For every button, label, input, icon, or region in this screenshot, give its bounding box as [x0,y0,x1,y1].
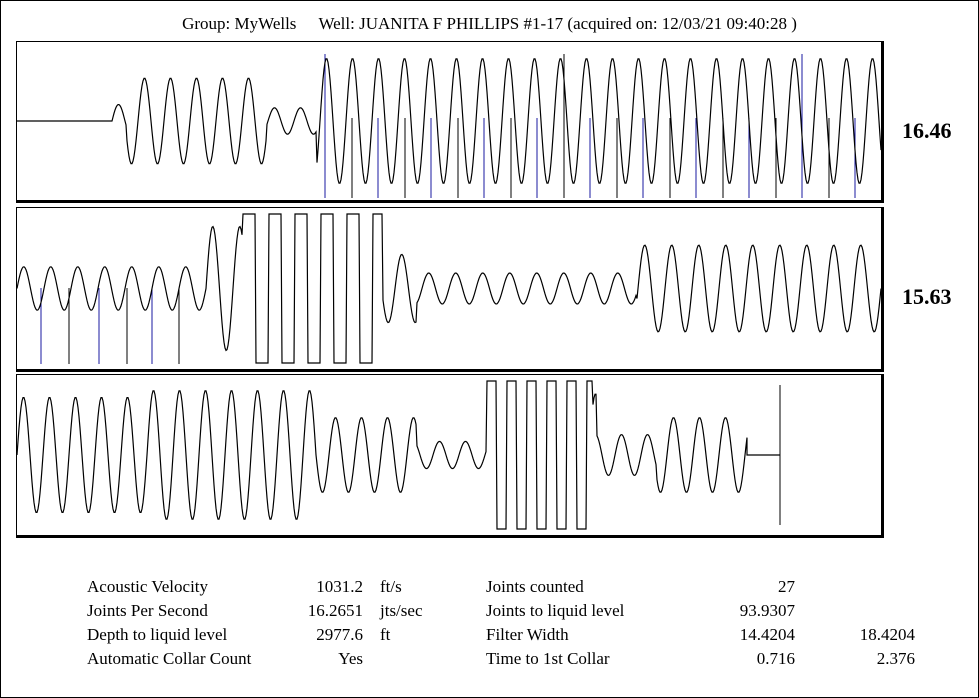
trace-plot-3 [17,380,781,530]
collar-markers-2 [40,288,180,364]
stat-unit: jts/sec [380,601,423,620]
stat-unit: ft/s [380,577,402,596]
stat-value: Yes [338,649,363,668]
trace-plot-2 [17,213,881,364]
panel-rate-2: 15.63 [902,284,952,309]
stat-label: Joints counted [486,577,584,596]
group-label: Group: MyWells [182,14,297,33]
stat-value: 2977.6 [316,625,363,644]
stat-label: Filter Width [486,625,569,644]
stat-value: 0.716 [756,649,795,668]
stat-value: 27 [778,577,795,596]
stats-labels-right: Joints counted Joints to liquid level Fi… [486,575,624,671]
well-label: Well: JUANITA F PHILLIPS #1-17 (acquired… [318,14,797,33]
stat-value: 16.2651 [307,601,363,620]
stat-unit [380,647,423,671]
acoustic-trace-panel-3[interactable] [16,374,884,538]
stats-labels-left: Acoustic Velocity Joints Per Second Dept… [87,575,251,671]
collar-markers-1 [324,54,856,198]
stat-label: Depth to liquid level [87,625,228,644]
stat-label: Joints Per Second [87,601,208,620]
stat-extra: 18.4204 [859,625,915,644]
stat-label: Joints to liquid level [486,601,625,620]
stats-units-left: ft/s jts/sec ft [380,575,423,671]
stat-value: 14.4204 [739,625,795,644]
trace-line-2 [17,213,881,364]
stats-values-extra: 18.4204 2.376 [820,575,915,671]
stat-extra [820,575,915,599]
stat-value: 1031.2 [316,577,363,596]
panel-rate-1: 16.46 [902,118,952,143]
acoustic-trace-panel-1[interactable] [16,41,884,203]
page-title: Group: MyWells Well: JUANITA F PHILLIPS #… [0,14,979,34]
trace-line-1 [17,58,881,184]
stat-unit: ft [380,625,391,644]
stat-label: Automatic Collar Count [87,649,252,668]
stats-values-left: 1031.2 16.2651 2977.6 Yes [258,575,363,671]
stat-extra [820,599,915,623]
trace-line-3 [17,380,780,530]
stats-values-right: 27 93.9307 14.4204 0.716 [680,575,795,671]
stat-label: Acoustic Velocity [87,577,209,596]
stat-extra: 2.376 [876,649,915,668]
stat-label: Time to 1st Collar [486,649,610,668]
acoustic-trace-panel-2[interactable] [16,207,884,372]
trace-plot-1 [17,54,881,198]
stat-value: 93.9307 [739,601,795,620]
